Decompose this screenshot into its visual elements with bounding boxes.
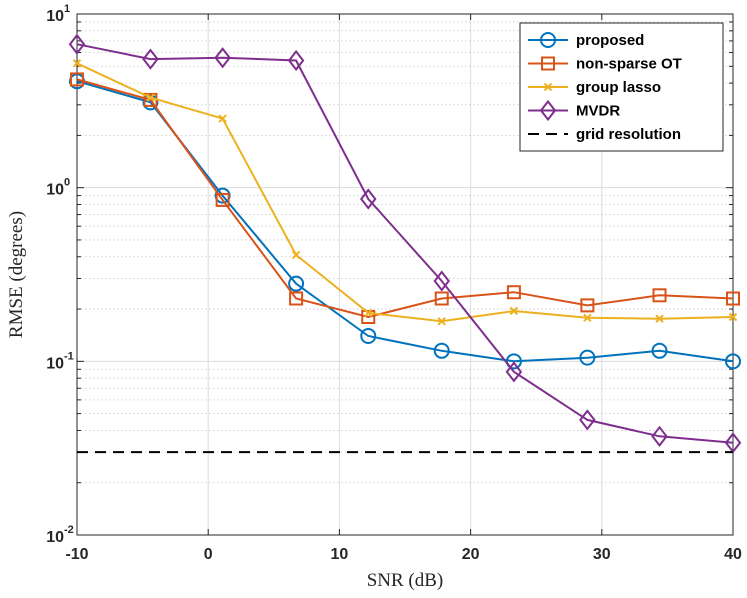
data-point-mvdr [433, 270, 451, 292]
data-point-mvdr [142, 48, 159, 70]
legend-label-mvdr: MVDR [576, 103, 620, 120]
data-point-mvdr [579, 409, 596, 431]
data-point-group-lasso [509, 306, 519, 316]
legend-label-non-sparse-ot: non-sparse OT [576, 56, 682, 73]
legend-item-grid-resolution: grid resolution [528, 126, 681, 143]
data-point-group-lasso [72, 59, 82, 68]
y-tick-exponent: 0 [64, 177, 70, 189]
data-point-mvdr [214, 47, 231, 69]
data-point-non-sparse-ot [70, 72, 84, 87]
data-point-mvdr [505, 361, 523, 383]
data-point-non-sparse-ot [215, 192, 230, 207]
x-tick-label: 0 [204, 546, 213, 563]
y-tick-label: 10 [46, 355, 64, 372]
x-axis-label: SNR (dB) [367, 570, 444, 591]
x-tick-label: 10 [331, 546, 349, 563]
data-point-non-sparse-ot [506, 285, 521, 300]
y-tick-exponent: 1 [64, 3, 70, 15]
data-point-group-lasso [728, 312, 738, 322]
data-point-mvdr [68, 33, 86, 55]
legend-marker-mvdr [539, 99, 557, 122]
legend-item-proposed: proposed [528, 32, 644, 49]
data-point-proposed [725, 353, 741, 370]
y-tick-exponent: -2 [64, 524, 74, 536]
y-axis-label: RMSE (degrees) [6, 211, 27, 338]
data-point-proposed [288, 275, 305, 292]
legend-item-mvdr: MVDR [528, 99, 620, 122]
data-point-non-sparse-ot [434, 291, 449, 306]
x-tick-label: -10 [65, 546, 88, 563]
series-line-mvdr [76, 43, 734, 444]
data-point-non-sparse-ot [726, 291, 740, 306]
y-tick-exponent: -1 [64, 350, 74, 362]
series-line-group-lasso [76, 62, 734, 323]
data-point-group-lasso [218, 114, 227, 123]
series-group-lasso [72, 59, 738, 326]
data-point-mvdr [287, 49, 305, 72]
x-tick-label: 20 [462, 546, 480, 563]
x-tick-label: 40 [724, 546, 742, 563]
plot-area [76, 13, 734, 536]
legend-marker-non-sparse-ot [541, 56, 555, 71]
series-lines [68, 33, 742, 454]
data-point-group-lasso [655, 314, 664, 323]
data-point-proposed [579, 349, 596, 366]
data-point-non-sparse-ot [652, 288, 667, 303]
data-point-group-lasso [583, 313, 592, 323]
data-point-mvdr [651, 425, 668, 447]
legend: proposed non-sparse OT group lasso MVDR grid… [519, 22, 724, 152]
data-point-proposed [433, 342, 450, 359]
series-mvdr [68, 33, 742, 454]
legend-marker-proposed [540, 32, 556, 48]
legend-label-proposed: proposed [576, 32, 644, 49]
legend-item-non-sparse-ot: non-sparse OT [528, 56, 682, 73]
legend-label-grid-resolution: grid resolution [576, 126, 681, 143]
x-tick-label: 30 [593, 546, 611, 563]
data-point-group-lasso [437, 317, 446, 326]
legend-item-group-lasso: group lasso [528, 79, 661, 96]
data-point-proposed [360, 327, 377, 344]
y-tick-label: 10 [46, 182, 64, 199]
legend-label-group-lasso: group lasso [576, 79, 661, 96]
data-point-group-lasso [291, 250, 301, 260]
data-point-proposed [651, 342, 668, 359]
data-point-mvdr [359, 188, 377, 210]
series-line-non-sparse-ot [76, 78, 734, 319]
data-point-mvdr [724, 432, 742, 454]
data-point-non-sparse-ot [580, 298, 595, 313]
data-point-group-lasso [146, 93, 155, 102]
legend-marker-group-lasso [543, 82, 553, 92]
y-tick-label: 10 [46, 8, 64, 25]
data-point-non-sparse-ot [361, 310, 376, 325]
y-tick-label: 10 [46, 529, 64, 546]
data-point-group-lasso [364, 308, 373, 318]
data-point-non-sparse-ot [289, 291, 304, 306]
data-point-proposed [505, 353, 522, 370]
